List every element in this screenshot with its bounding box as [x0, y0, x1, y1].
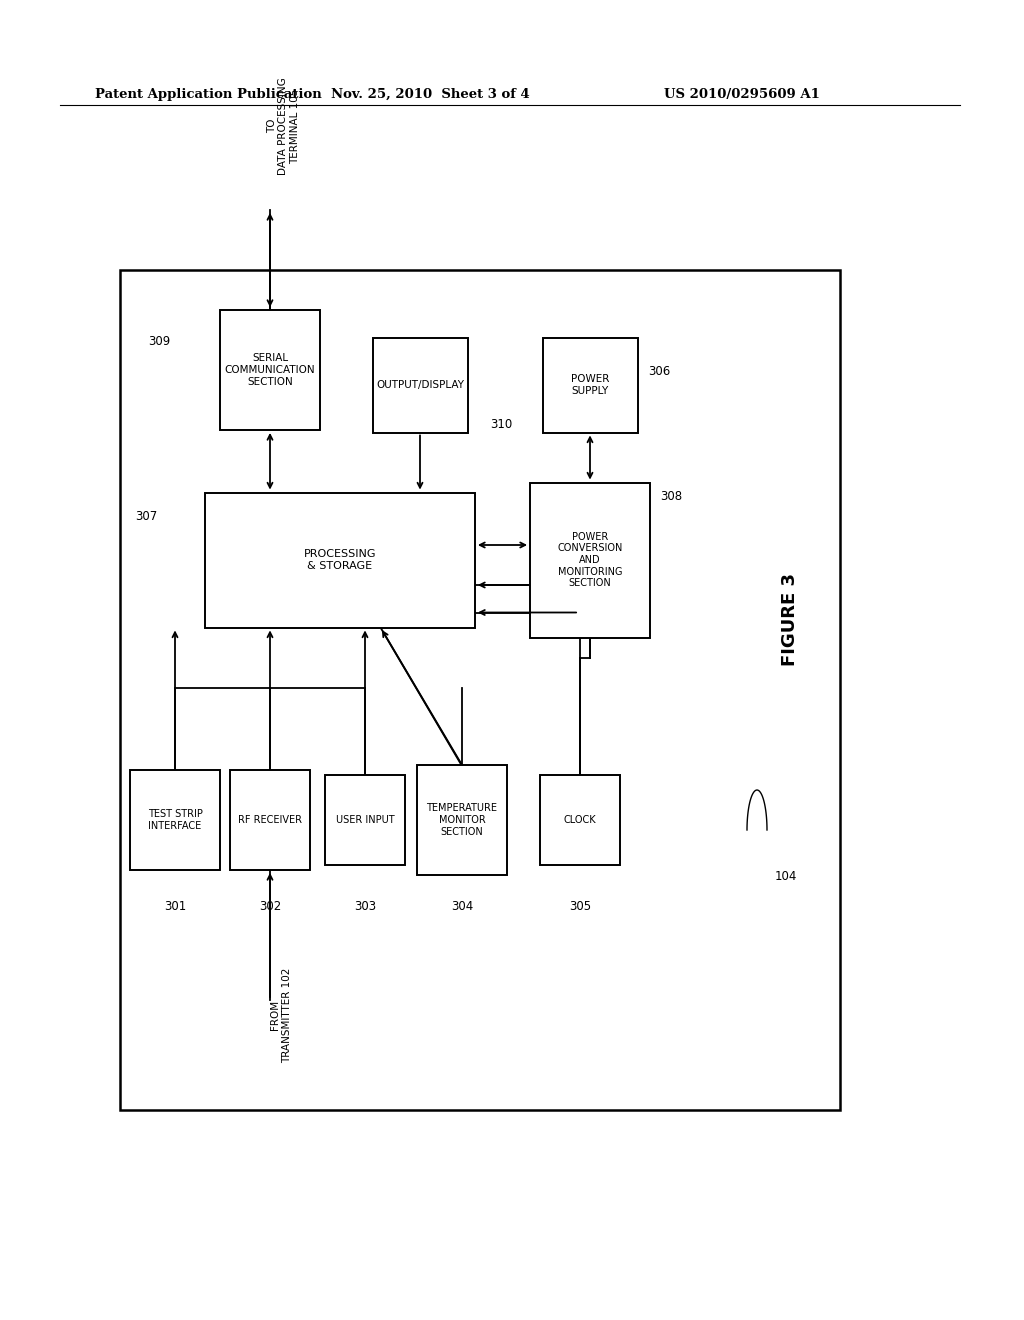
Text: 305: 305 — [569, 900, 591, 913]
Text: 104: 104 — [775, 870, 798, 883]
Text: FIGURE 3: FIGURE 3 — [781, 573, 799, 667]
Bar — [230, 770, 310, 870]
Bar — [540, 775, 620, 865]
Bar — [130, 770, 220, 870]
Text: 306: 306 — [648, 366, 671, 378]
Bar — [373, 338, 468, 433]
Text: 303: 303 — [354, 900, 376, 913]
Text: POWER
CONVERSION
AND
MONITORING
SECTION: POWER CONVERSION AND MONITORING SECTION — [557, 532, 623, 589]
Bar — [543, 338, 638, 433]
Text: Nov. 25, 2010  Sheet 3 of 4: Nov. 25, 2010 Sheet 3 of 4 — [331, 88, 529, 102]
Text: PROCESSING
& STORAGE: PROCESSING & STORAGE — [304, 549, 376, 570]
Text: TO
DATA PROCESSING
TERMINAL 105: TO DATA PROCESSING TERMINAL 105 — [267, 78, 300, 176]
Text: Patent Application Publication: Patent Application Publication — [95, 88, 322, 102]
Bar — [120, 271, 840, 1110]
Text: 308: 308 — [660, 490, 682, 503]
Text: RF RECEIVER: RF RECEIVER — [238, 814, 302, 825]
Text: TEST STRIP
INTERFACE: TEST STRIP INTERFACE — [147, 809, 203, 830]
Text: POWER
SUPPLY: POWER SUPPLY — [570, 374, 609, 396]
Text: 307: 307 — [135, 510, 158, 523]
Text: 304: 304 — [451, 900, 473, 913]
Text: CLOCK: CLOCK — [563, 814, 596, 825]
Text: 309: 309 — [148, 335, 170, 348]
Text: SERIAL
COMMUNICATION
SECTION: SERIAL COMMUNICATION SECTION — [224, 354, 315, 387]
Text: 310: 310 — [490, 418, 512, 432]
Bar — [205, 492, 475, 627]
Text: US 2010/0295609 A1: US 2010/0295609 A1 — [665, 88, 820, 102]
Bar — [530, 483, 650, 638]
Text: 301: 301 — [164, 900, 186, 913]
Bar — [220, 310, 319, 430]
Text: TEMPERATURE
MONITOR
SECTION: TEMPERATURE MONITOR SECTION — [427, 804, 498, 837]
Text: FROM
TRANSMITTER 102: FROM TRANSMITTER 102 — [270, 968, 292, 1063]
Bar — [417, 766, 507, 875]
Text: 302: 302 — [259, 900, 282, 913]
Bar — [325, 775, 406, 865]
Text: OUTPUT/DISPLAY: OUTPUT/DISPLAY — [376, 380, 464, 389]
Text: USER INPUT: USER INPUT — [336, 814, 394, 825]
